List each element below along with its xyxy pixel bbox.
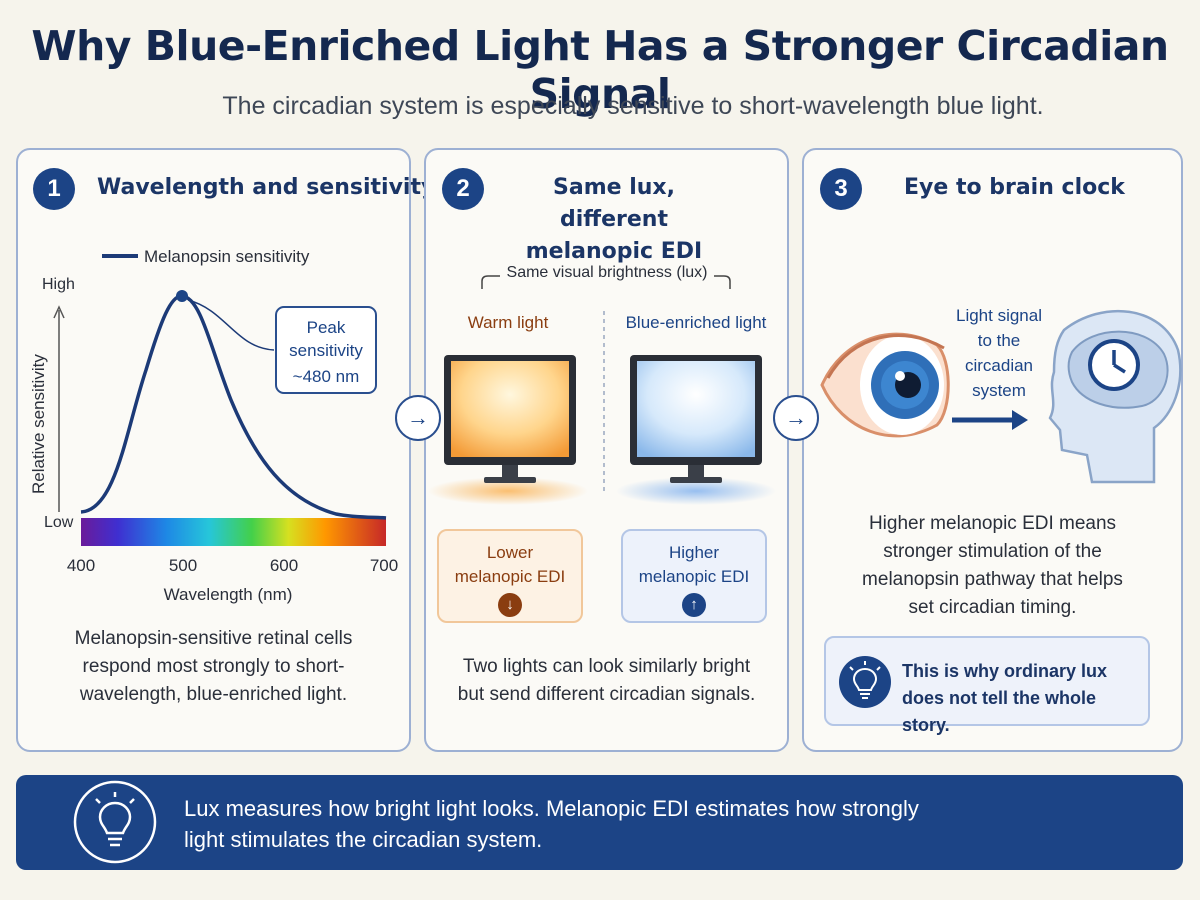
- x-tick-700: 700: [370, 556, 398, 575]
- x-tick-500: 500: [169, 556, 197, 575]
- y-low-label: Low: [44, 514, 74, 531]
- peak-label-1: Peak: [307, 318, 346, 337]
- panel-1-body: Melanopsin-sensitive retinal cells respo…: [74, 628, 353, 705]
- peak-callout: [275, 306, 377, 394]
- banner-text: Lux measures how bright light looks. Mel…: [184, 796, 919, 852]
- y-axis-label: Relative sensitivity: [29, 354, 48, 494]
- callout-text: This is why ordinary lux does not tell t…: [902, 661, 1108, 735]
- step-number-1: 1: [33, 168, 75, 210]
- page-subtitle: The circadian system is especially sensi…: [222, 92, 1044, 120]
- warm-light-label: Warm light: [468, 313, 549, 332]
- panel-2-title: Same lux, different melanopic EDI: [525, 175, 703, 264]
- lightbulb-icon: [839, 656, 891, 708]
- step-number-3: 3: [820, 168, 862, 210]
- signal-label-4: system: [972, 381, 1026, 400]
- legend-label: Melanopsin sensitivity: [144, 247, 310, 266]
- lower-edi-box: Lower melanopic EDI ↓: [437, 529, 583, 623]
- peak-label-2: sensitivity: [289, 341, 363, 360]
- bracket-left: [481, 275, 500, 289]
- peak-dot: [176, 290, 188, 302]
- arrow-right-icon: →: [395, 395, 441, 441]
- signal-label-3: circadian: [965, 356, 1033, 375]
- down-arrow-icon: ↓: [498, 593, 522, 617]
- blue-screen: [637, 361, 755, 457]
- higher-edi-box: Higher melanopic EDI ↑: [621, 529, 767, 623]
- eye-brain-illustration: Light signal to the circadian system: [820, 306, 1182, 484]
- panel-1-title: Wavelength and sensitivity: [97, 175, 436, 200]
- blue-light-label: Blue-enriched light: [626, 313, 767, 332]
- up-arrow-icon: ↑: [682, 593, 706, 617]
- panel-3-title: Eye to brain clock: [904, 175, 1125, 200]
- signal-label-1: Light signal: [956, 306, 1042, 325]
- brain-clock-icon: [1048, 309, 1182, 484]
- peak-label-3: ~480 nm: [293, 367, 360, 386]
- panel-3-body: Higher melanopic EDI means stronger stim…: [862, 513, 1123, 618]
- x-tick-400: 400: [67, 556, 95, 575]
- lux-callout: This is why ordinary lux does not tell t…: [824, 636, 1150, 735]
- page-title: Why Blue-Enriched Light Has a Stronger C…: [31, 22, 1169, 118]
- x-tick-600: 600: [270, 556, 298, 575]
- sensitivity-chart: Melanopsin sensitivity High Low Relative…: [29, 247, 398, 604]
- summary-banner: Lux measures how bright light looks. Mel…: [16, 775, 1183, 870]
- eye-icon: [820, 332, 950, 438]
- step-number-2: 2: [442, 168, 484, 210]
- lightbulb-icon: [73, 780, 157, 864]
- spectrum-bar: [81, 518, 386, 546]
- signal-label-2: to the: [978, 331, 1021, 350]
- arrow-right-icon: →: [773, 395, 819, 441]
- monitors-illustration: Same visual brightness (lux) Warm light …: [428, 264, 776, 505]
- bracket-label: Same visual brightness (lux): [507, 264, 708, 281]
- signal-arrow: [952, 410, 1028, 430]
- warm-screen: [451, 361, 569, 457]
- sensitivity-curve: [80, 294, 387, 520]
- panel-wavelength: [16, 148, 411, 752]
- bracket-right: [714, 275, 731, 289]
- panel-2-body: Two lights can look similarly bright but…: [457, 656, 756, 705]
- x-axis-label: Wavelength (nm): [164, 585, 293, 604]
- y-high-label: High: [42, 276, 75, 293]
